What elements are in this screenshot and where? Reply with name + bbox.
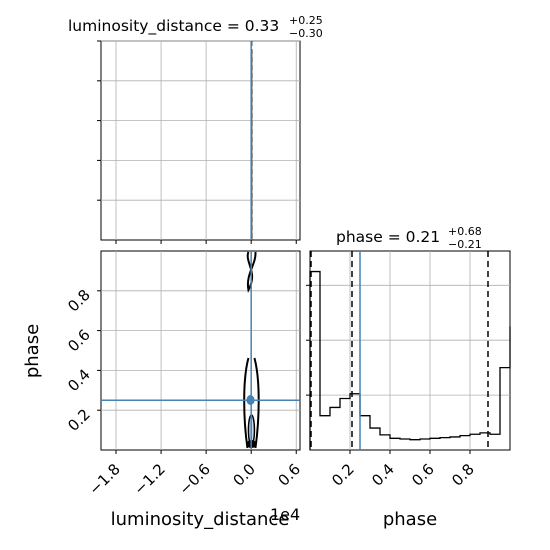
x-tick-label: 0.2	[328, 460, 358, 490]
x-tick-label: 0.4	[368, 460, 398, 490]
phase-title-sub: −0.21	[448, 238, 482, 251]
luminosity-distance-title: luminosity_distance = 0.33	[68, 17, 279, 36]
x-tick-label: −1.8	[85, 460, 123, 498]
y-tick-label: 0.4	[64, 366, 94, 396]
phase-title: phase = 0.21	[336, 228, 440, 246]
x-axis-label-luminosity-distance: luminosity_distance	[111, 509, 290, 530]
x-tick-label: −0.6	[175, 460, 213, 498]
phase-hist-panel	[309, 250, 511, 451]
luminosity-distance-hist-panel	[100, 40, 301, 241]
y-tick-label: 0.8	[64, 286, 94, 316]
luminosity-distance-title-sub: −0.30	[289, 27, 323, 40]
phase-histogram	[309, 270, 511, 450]
truth-marker	[248, 397, 255, 404]
y-axis-label-phase: phase	[22, 324, 43, 378]
joint-panel	[100, 250, 301, 451]
contour-line	[246, 251, 257, 293]
phase-title-sup: +0.68	[448, 225, 482, 238]
x-tick-label: −1.2	[130, 460, 168, 498]
x-axis-label-phase: phase	[383, 509, 437, 530]
x-tick-label: 0.6	[274, 460, 304, 490]
x-tick-label: 0.8	[448, 460, 478, 490]
x-tick-label: 0.6	[408, 460, 438, 490]
x-tick-label: 0.0	[229, 460, 259, 490]
offset-label: 1e4	[270, 505, 300, 524]
y-tick-label: 0.6	[64, 326, 94, 356]
y-tick-label: 0.2	[64, 405, 94, 435]
luminosity-distance-title-sup: +0.25	[289, 14, 323, 27]
